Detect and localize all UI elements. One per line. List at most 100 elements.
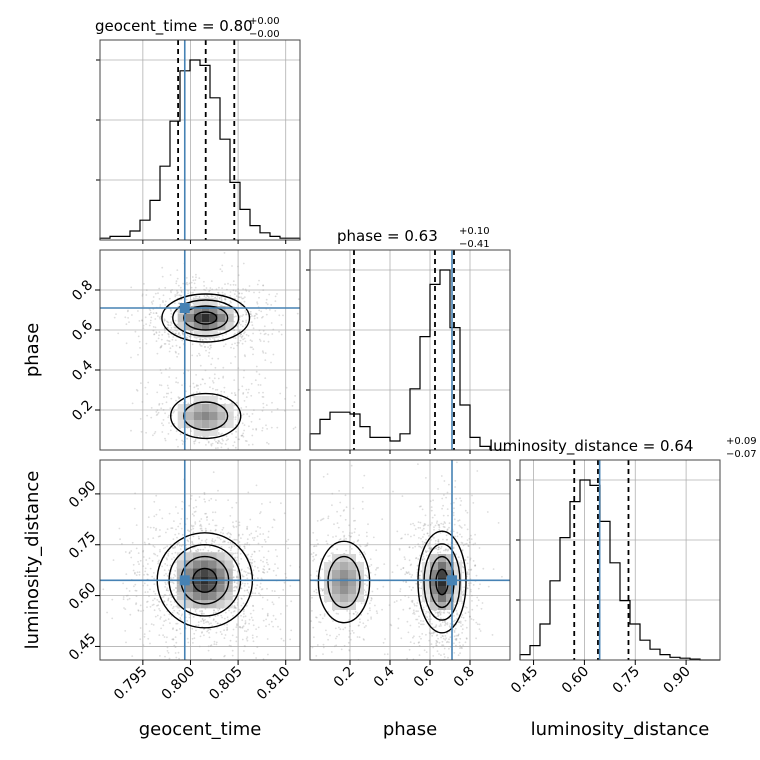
panel-geocent_time-luminosity_distance-point bbox=[248, 568, 251, 570]
panel-geocent_time-luminosity_distance-point bbox=[201, 618, 204, 621]
panel-geocent_time-luminosity_distance-point bbox=[177, 512, 179, 514]
panel-phase-luminosity_distance-point bbox=[409, 523, 412, 526]
panel-phase-luminosity_distance-point bbox=[398, 549, 401, 551]
panel-geocent_time-luminosity_distance-point bbox=[277, 625, 279, 628]
panel-geocent_time-phase-contour-0-3 bbox=[161, 293, 251, 343]
panel-geocent_time-phase-point bbox=[269, 309, 271, 311]
panel-phase-luminosity_distance-point bbox=[391, 571, 394, 574]
panel-geocent_time-luminosity_distance-point bbox=[208, 632, 210, 634]
panel-geocent_time-phase-point bbox=[237, 438, 240, 441]
panel-phase-luminosity_distance-point bbox=[374, 573, 377, 576]
panel-geocent_time-luminosity_distance-point bbox=[229, 542, 232, 544]
panel-geocent_time-phase-point bbox=[276, 426, 279, 429]
panel-geocent_time-phase-point bbox=[160, 407, 163, 410]
panel-geocent_time-luminosity_distance-point bbox=[165, 641, 168, 643]
panel-geocent_time-luminosity_distance-frame bbox=[99, 459, 301, 661]
panel-phase-luminosity_distance-point bbox=[420, 637, 422, 640]
panel-geocent_time-phase-point bbox=[217, 377, 220, 380]
panel-phase-luminosity_distance-point bbox=[440, 475, 443, 477]
panel-phase-luminosity_distance-point bbox=[460, 616, 463, 618]
panel-geocent_time-phase-point bbox=[159, 346, 162, 348]
panel-geocent_time-phase-point bbox=[249, 310, 252, 313]
panel-phase-luminosity_distance-density-cell bbox=[438, 570, 446, 578]
panel-geocent_time-luminosity_distance-density-cell bbox=[224, 560, 233, 569]
panel-geocent_time-luminosity_distance-point bbox=[274, 618, 277, 621]
panel-geocent_time-phase-point bbox=[190, 299, 193, 301]
panel-geocent_time-phase-point bbox=[203, 280, 205, 283]
panel-phase-luminosity_distance-point bbox=[395, 600, 398, 602]
panel-geocent_time-luminosity_distance-point bbox=[246, 527, 249, 530]
panel-phase-luminosity_distance-point bbox=[369, 558, 372, 561]
panel-phase-luminosity_distance-point bbox=[435, 639, 438, 642]
panel-geocent_time-phase-point bbox=[264, 472, 266, 474]
panel-phase-luminosity_distance-point bbox=[303, 572, 305, 574]
panel-geocent_time-phase-point bbox=[162, 419, 165, 421]
panel-phase-luminosity_distance-point bbox=[469, 569, 472, 571]
panel-phase-luminosity_distance-point bbox=[306, 607, 308, 609]
panel-phase-luminosity_distance-point bbox=[353, 531, 356, 534]
panel-geocent_time-phase-density-cell bbox=[193, 412, 202, 420]
panel-phase-luminosity_distance-point bbox=[440, 636, 442, 639]
panel-geocent_time-phase-point bbox=[242, 338, 245, 341]
panel-geocent_time-luminosity_distance-point bbox=[178, 544, 181, 547]
panel-geocent_time-phase-point bbox=[148, 324, 151, 327]
panel-geocent_time-phase-point bbox=[244, 323, 247, 326]
panel-phase-luminosity_distance-density-cell bbox=[422, 570, 430, 578]
panel-phase-luminosity_distance-point bbox=[463, 589, 466, 592]
panel-geocent_time-luminosity_distance-point bbox=[163, 636, 166, 638]
panel-geocent_time-phase-point bbox=[238, 388, 240, 391]
panel-geocent_time-luminosity_distance-point bbox=[154, 593, 157, 595]
panel-phase-luminosity_distance-point bbox=[332, 552, 334, 554]
panel-geocent_time-phase-point bbox=[270, 426, 273, 429]
panel-geocent_time-luminosity_distance-point bbox=[236, 623, 238, 625]
panel-phase-luminosity_distance-point bbox=[438, 641, 441, 644]
xtick-label-luminosity_distance-2: 0.75 bbox=[610, 664, 643, 697]
panel-phase-luminosity_distance-point bbox=[468, 584, 471, 587]
panel-geocent_time-phase-point bbox=[262, 351, 265, 354]
panel-geocent_time-phase-point bbox=[235, 295, 238, 298]
panel-phase-luminosity_distance-point bbox=[439, 623, 442, 626]
panel-geocent_time-luminosity_distance-point bbox=[247, 491, 250, 494]
panel-geocent_time-phase-point bbox=[178, 302, 180, 305]
panel-geocent_time-phase-point bbox=[233, 404, 236, 407]
panel-geocent_time-luminosity_distance-point bbox=[152, 537, 155, 539]
panel-geocent_time-phase-point bbox=[163, 318, 166, 321]
panel-phase-luminosity_distance-point bbox=[418, 545, 420, 548]
panel-geocent_time-luminosity_distance-density-cell bbox=[200, 560, 209, 569]
panel-geocent_time-phase-point bbox=[294, 426, 297, 429]
panel-geocent_time-luminosity_distance-point bbox=[235, 520, 238, 523]
panel-phase-luminosity_distance-density-cell bbox=[340, 586, 348, 594]
panel-phase-luminosity_distance-point bbox=[376, 612, 379, 615]
panel-geocent_time-luminosity_distance-point bbox=[252, 609, 255, 612]
panel-geocent_time-phase-point bbox=[214, 366, 217, 369]
panel-geocent_time-luminosity_distance-point bbox=[198, 496, 201, 498]
panel-phase-luminosity_distance-point bbox=[344, 626, 347, 629]
panel-geocent_time-phase-density-cell bbox=[201, 428, 210, 436]
panel-geocent_time-phase-point bbox=[178, 396, 181, 399]
panel-phase-luminosity_distance-point bbox=[392, 490, 394, 493]
panel-geocent_time-phase-point bbox=[245, 313, 248, 316]
panel-geocent_time-luminosity_distance-point bbox=[191, 627, 194, 630]
panel-geocent_time-luminosity_distance-point bbox=[246, 589, 249, 592]
panel-geocent_time-phase-point bbox=[219, 331, 222, 334]
panel-phase-luminosity_distance-point bbox=[464, 559, 467, 561]
panel-geocent_time-luminosity_distance-point bbox=[255, 587, 257, 590]
panel-phase-luminosity_distance-point bbox=[318, 621, 320, 623]
panel-geocent_time-phase-point bbox=[209, 344, 212, 347]
panel-geocent_time-luminosity_distance-point bbox=[179, 548, 182, 550]
panel-geocent_time-luminosity_distance-point bbox=[158, 608, 161, 610]
panel-geocent_time-luminosity_distance-point bbox=[180, 518, 183, 520]
panel-geocent_time-phase-point bbox=[152, 326, 155, 328]
panel-geocent_time-luminosity_distance-point bbox=[214, 511, 217, 514]
panel-phase-luminosity_distance-point bbox=[363, 474, 366, 477]
panel-phase-luminosity_distance-point bbox=[431, 522, 433, 524]
panel-geocent_time-luminosity_distance-point bbox=[203, 491, 206, 494]
panel-geocent_time-luminosity_distance-point bbox=[158, 509, 161, 511]
panel-geocent_time-phase-point bbox=[165, 396, 168, 398]
panel-geocent_time-luminosity_distance-point bbox=[215, 499, 217, 501]
panel-geocent_time-luminosity_distance-point bbox=[155, 527, 158, 530]
panel-phase-luminosity_distance-point bbox=[448, 612, 451, 615]
panel-geocent_time-luminosity_distance-point bbox=[195, 612, 198, 615]
panel-geocent_time-phase-point bbox=[177, 333, 180, 336]
panel-geocent_time-phase-point bbox=[238, 316, 241, 318]
